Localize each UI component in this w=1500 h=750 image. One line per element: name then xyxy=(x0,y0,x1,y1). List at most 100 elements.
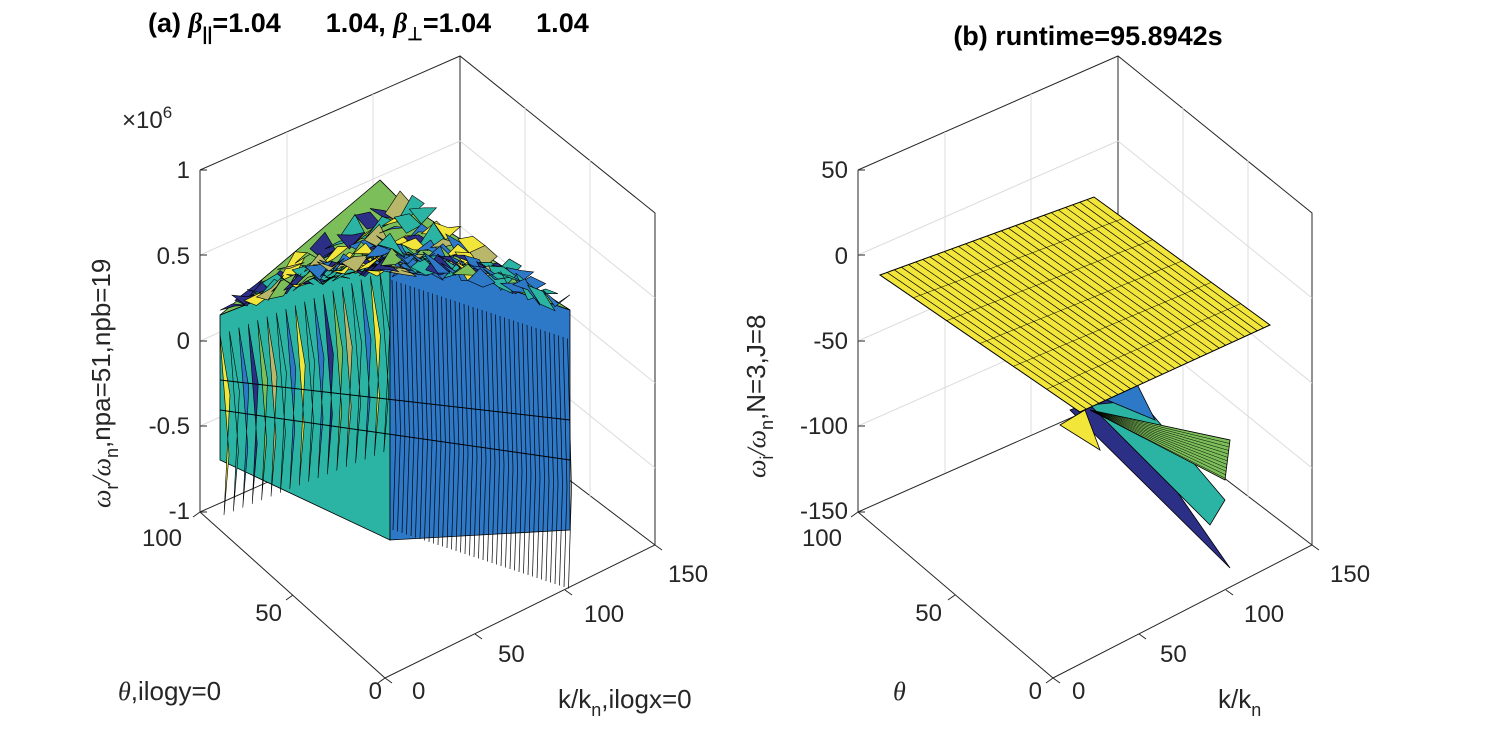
a-ytick-50: 50 xyxy=(255,600,282,627)
a-side-strip xyxy=(360,279,372,460)
a-side-line xyxy=(472,306,478,558)
panel-a-z-tick-labels: 1 0.5 0 -0.5 -1 xyxy=(149,157,190,525)
b-xtick-150: 150 xyxy=(1330,561,1370,588)
a-surface-patch xyxy=(377,232,406,258)
a-side-line xyxy=(400,282,406,534)
a-side-line xyxy=(499,315,505,567)
b-x-axis-label: k/kn xyxy=(1218,684,1261,720)
a-side-line xyxy=(450,299,455,550)
a-side-strip xyxy=(370,275,381,456)
a-ztick-1: 1 xyxy=(177,157,190,184)
a-surface-patch xyxy=(267,273,297,300)
a-title: (a) β||=1.04 1.04, β⊥=1.04 1.04 xyxy=(148,8,589,44)
a-side-line xyxy=(544,330,550,582)
a-surface-patch xyxy=(352,242,381,263)
a-side-line xyxy=(396,281,401,532)
a-ytick-100: 100 xyxy=(142,525,182,552)
b-spike-mesh-line xyxy=(1089,409,1227,469)
a-ztick-0: 0 xyxy=(177,328,190,355)
a-side-line xyxy=(414,287,419,538)
panel-b: 50 0 -50 -100 -150 100 50 0 0 50 100 150… xyxy=(741,21,1370,720)
a-surface-patch xyxy=(388,265,417,277)
a-side-line xyxy=(427,291,433,543)
a-side-line xyxy=(486,311,491,562)
a-side-line xyxy=(540,329,545,580)
b-ytick-100: 100 xyxy=(802,525,842,552)
b-sheet-mesh-line xyxy=(913,218,1124,299)
a-surface-patch xyxy=(527,284,556,312)
a-side-line xyxy=(553,333,559,585)
a-surface-patch xyxy=(422,251,451,274)
panel-a-ticks xyxy=(192,169,663,684)
b-spike-mesh-line xyxy=(1089,409,1229,451)
a-surface-patch xyxy=(336,231,366,250)
b-xtick-100: 100 xyxy=(1244,601,1284,628)
a-side-line xyxy=(522,323,527,574)
b-sheet-mesh-line xyxy=(1046,303,1241,390)
a-side-line xyxy=(445,297,451,549)
a-side-line xyxy=(562,336,568,588)
a-surface-patch xyxy=(277,262,305,270)
a-side-strip xyxy=(332,290,344,471)
b-ytick-0: 0 xyxy=(1029,678,1042,705)
b-spike-mesh-line xyxy=(1089,409,1226,479)
a-xtick-150: 150 xyxy=(668,561,708,588)
a-surface-patch xyxy=(401,270,429,277)
panel-a: 1 0.5 0 -0.5 -1 100 50 0 0 50 100 150 ×1 xyxy=(86,8,708,720)
b-ztick--50: -50 xyxy=(813,328,848,355)
a-ztick-0.5: 0.5 xyxy=(157,243,190,270)
panel-a-x-tick-labels: 0 50 100 150 xyxy=(412,561,708,705)
a-side-line xyxy=(504,317,509,568)
a-side-strip xyxy=(238,327,250,508)
a-side-line xyxy=(531,326,536,577)
a-side-line xyxy=(517,321,523,573)
a-xtick-0: 0 xyxy=(412,678,425,705)
b-spike-mesh-line xyxy=(1089,409,1227,472)
panel-b-z-tick-labels: 50 0 -50 -100 -150 xyxy=(800,157,848,525)
a-side-strip xyxy=(219,334,231,516)
a-ztick--0.5: -0.5 xyxy=(149,413,190,440)
a-xtick-100: 100 xyxy=(584,601,624,628)
b-sheet-mesh-line xyxy=(1013,282,1212,367)
a-side-strip xyxy=(285,309,297,490)
a-side-strip xyxy=(379,272,391,453)
b-spike-mesh-line xyxy=(1089,409,1228,465)
a-z-axis-label: ωr/ωn,npa=51,npb=19 xyxy=(86,259,122,508)
a-side-strip xyxy=(351,283,362,464)
b-ztick-50: 50 xyxy=(821,157,848,184)
a-side-strip xyxy=(266,316,278,497)
a-side-line xyxy=(409,285,415,537)
b-xtick-50: 50 xyxy=(1160,641,1187,668)
a-side-line xyxy=(468,305,473,556)
a-side-line xyxy=(549,332,554,583)
panel-a-surface xyxy=(219,179,572,589)
b-sheet-mesh-line xyxy=(979,260,1183,344)
a-side-line xyxy=(463,303,469,555)
a-side-line xyxy=(459,302,464,553)
b-spike-mesh-line xyxy=(1089,409,1230,444)
a-side-strip xyxy=(276,312,287,493)
a-surface-contour xyxy=(219,379,571,421)
a-side-strip xyxy=(294,305,306,486)
a-side-strip xyxy=(304,301,315,482)
panel-b-y-tick-labels: 100 50 0 xyxy=(802,525,1042,705)
a-side-line xyxy=(432,293,437,544)
a-surface-patch xyxy=(407,251,436,263)
a-side-line xyxy=(567,338,572,589)
a-xtick-50: 50 xyxy=(498,641,525,668)
a-surface-patch xyxy=(542,289,571,308)
a-surface-patch xyxy=(408,207,438,225)
b-z-axis-label: ωi/ωn,N=3,J=8 xyxy=(741,315,777,478)
a-surface-patch xyxy=(383,265,411,270)
panel-a-y-tick-labels: 100 50 0 xyxy=(142,525,382,705)
a-side-line xyxy=(436,294,442,546)
a-side-line xyxy=(513,320,518,571)
panel-b-ticks xyxy=(850,169,1320,684)
a-surface-patch xyxy=(432,221,462,241)
panel-b-x-tick-labels: 0 50 100 150 xyxy=(1072,561,1370,705)
b-ztick--100: -100 xyxy=(800,413,848,440)
a-surface-patch xyxy=(255,274,284,301)
a-surface-contour xyxy=(219,409,571,461)
a-side-strip xyxy=(229,331,240,512)
